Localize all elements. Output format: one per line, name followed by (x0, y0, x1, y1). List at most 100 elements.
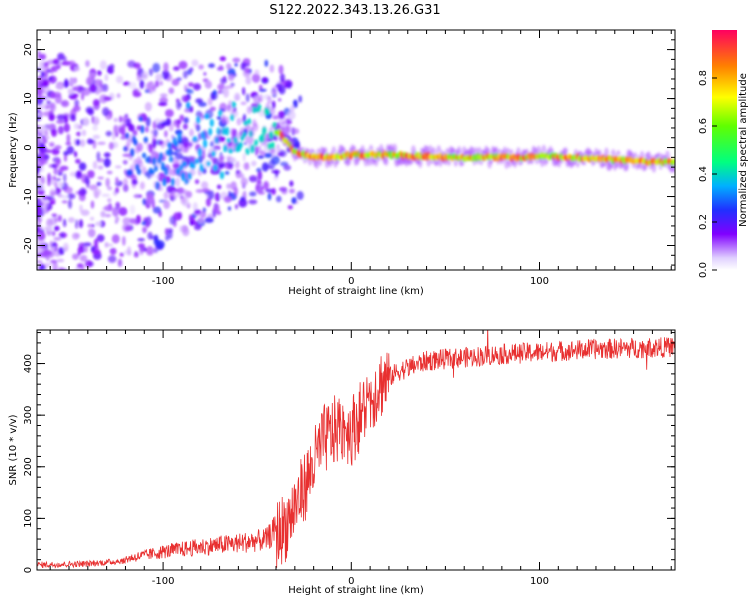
spectrogram-blob (152, 206, 162, 214)
spectrogram-ridge (270, 141, 276, 149)
spectrogram-heat-layer (35, 50, 675, 286)
spectrogram-blob (235, 169, 240, 175)
spectrogram-blob (202, 207, 207, 213)
spectrogram-ridge (246, 118, 252, 125)
spectrogram-ridge (243, 120, 248, 127)
spectrogram-blob (277, 98, 282, 102)
spectrogram-blob (251, 160, 257, 167)
spectrogram-blob (291, 197, 297, 204)
spectrogram-blob (79, 254, 88, 262)
spectrogram-blob (244, 67, 250, 74)
spectrogram-blob (155, 73, 163, 81)
spectrogram-blob (181, 196, 187, 204)
spectrogram-blob (54, 217, 58, 223)
spectrogram-blob (167, 229, 173, 240)
spectrogram-blob (243, 141, 248, 145)
spectrogram-blob (70, 66, 75, 71)
spectrogram-ridge (253, 139, 259, 147)
spectrogram-blob (72, 253, 79, 260)
spectrogram-ridge-halo (244, 162, 250, 171)
spectrogram-blob (44, 272, 53, 279)
spectrogram-ylabel: Frequency (Hz) (8, 112, 19, 188)
spectrogram-blob (73, 67, 81, 72)
spectrogram-blob (37, 198, 42, 209)
spectrogram-blob (226, 183, 232, 190)
spectrogram-blob (46, 100, 52, 105)
spectrogram-ridge (158, 152, 164, 160)
colorbar-tick-label: 0.0 (698, 262, 709, 278)
spectrogram-ridge-halo (224, 116, 230, 125)
spectrogram-ridge (140, 125, 145, 134)
spectrogram-blob (194, 224, 202, 231)
spectrogram-ridge-halo (189, 128, 195, 137)
spectrogram-ridge (175, 167, 181, 175)
spectrogram-blob (35, 282, 41, 286)
spectrogram-ridge (152, 157, 157, 166)
spectrogram-blob (37, 207, 41, 215)
spectrogram-ridge (250, 144, 255, 154)
spectrogram-blob (191, 59, 199, 67)
spectrogram-blob (159, 96, 168, 104)
spectrogram-ridge-halo (150, 145, 156, 154)
spectrogram-ridge (268, 131, 274, 139)
spectrogram-ridge (130, 148, 135, 157)
spectrogram-blob (48, 142, 55, 148)
spectrogram-blob (159, 93, 168, 98)
spectrogram-blob (92, 99, 100, 107)
spectrogram-blob (57, 182, 64, 187)
spectrogram-blob (268, 159, 276, 170)
spectrogram-blob (192, 202, 198, 211)
spectrogram-blob (197, 217, 205, 223)
spectrogram-ridge (163, 167, 169, 176)
spectrogram-blob (119, 135, 127, 140)
spectrogram-blob (227, 74, 235, 82)
spectrogram-blob (176, 100, 182, 110)
spectrogram-blob (51, 147, 60, 155)
snr-ticks: -100 0 100 0 100 200 300 400 (23, 330, 675, 587)
spectrogram-blob (213, 145, 221, 151)
spectrogram-blob (104, 204, 114, 212)
spectrogram-blob (81, 263, 85, 270)
spectrogram-blob (269, 64, 275, 73)
spectrogram-blob (118, 115, 123, 123)
spectrogram-blob (219, 56, 227, 62)
spectrogram-blob (63, 173, 67, 183)
spectrogram-blob (152, 120, 157, 130)
spectrogram-ridge-halo (187, 141, 193, 150)
spectrogram-blob (187, 89, 194, 95)
spectrogram-blob (97, 70, 102, 76)
spectrogram-blob (81, 189, 87, 195)
spectrogram-blob (88, 84, 98, 93)
spectrogram-blob (194, 209, 202, 215)
spectrogram-ridge-halo (161, 152, 167, 161)
snr-xlabel: Height of straight line (km) (288, 585, 424, 596)
spectrogram-blob (101, 193, 110, 197)
spectrogram-blob (115, 75, 124, 84)
spectrogram-ridge (260, 133, 265, 143)
spectrogram-blob (79, 219, 83, 229)
spectrogram-blob (240, 101, 247, 106)
spectrogram-blob (113, 124, 119, 134)
spectrogram-blob (66, 133, 71, 144)
spectrogram-ytick-label: 10 (23, 92, 34, 105)
spectrogram-blob (48, 113, 55, 122)
spectrogram-ridge (207, 127, 213, 136)
spectrogram-blob (187, 82, 194, 87)
spectrogram-blob (87, 170, 95, 179)
spectrogram-ridge-halo (144, 118, 150, 127)
spectrogram-blob (40, 71, 45, 78)
spectrogram-blob (174, 148, 182, 153)
spectrogram-blob (155, 174, 160, 179)
spectrogram-blob (183, 96, 189, 103)
spectrogram-ytick-label: -20 (23, 237, 34, 253)
spectrogram-blob (53, 166, 58, 176)
spectrogram-blob (261, 162, 269, 172)
spectrogram-ridge-halo (263, 138, 269, 147)
spectrogram-blob (161, 120, 171, 127)
spectrogram-blob (53, 269, 57, 270)
spectrogram-blob (272, 115, 280, 120)
spectrogram-frame (36, 29, 676, 271)
spectrogram-blob (182, 70, 188, 79)
spectrogram-blob (122, 217, 131, 225)
spectrogram-ytick-label: 20 (23, 43, 34, 56)
